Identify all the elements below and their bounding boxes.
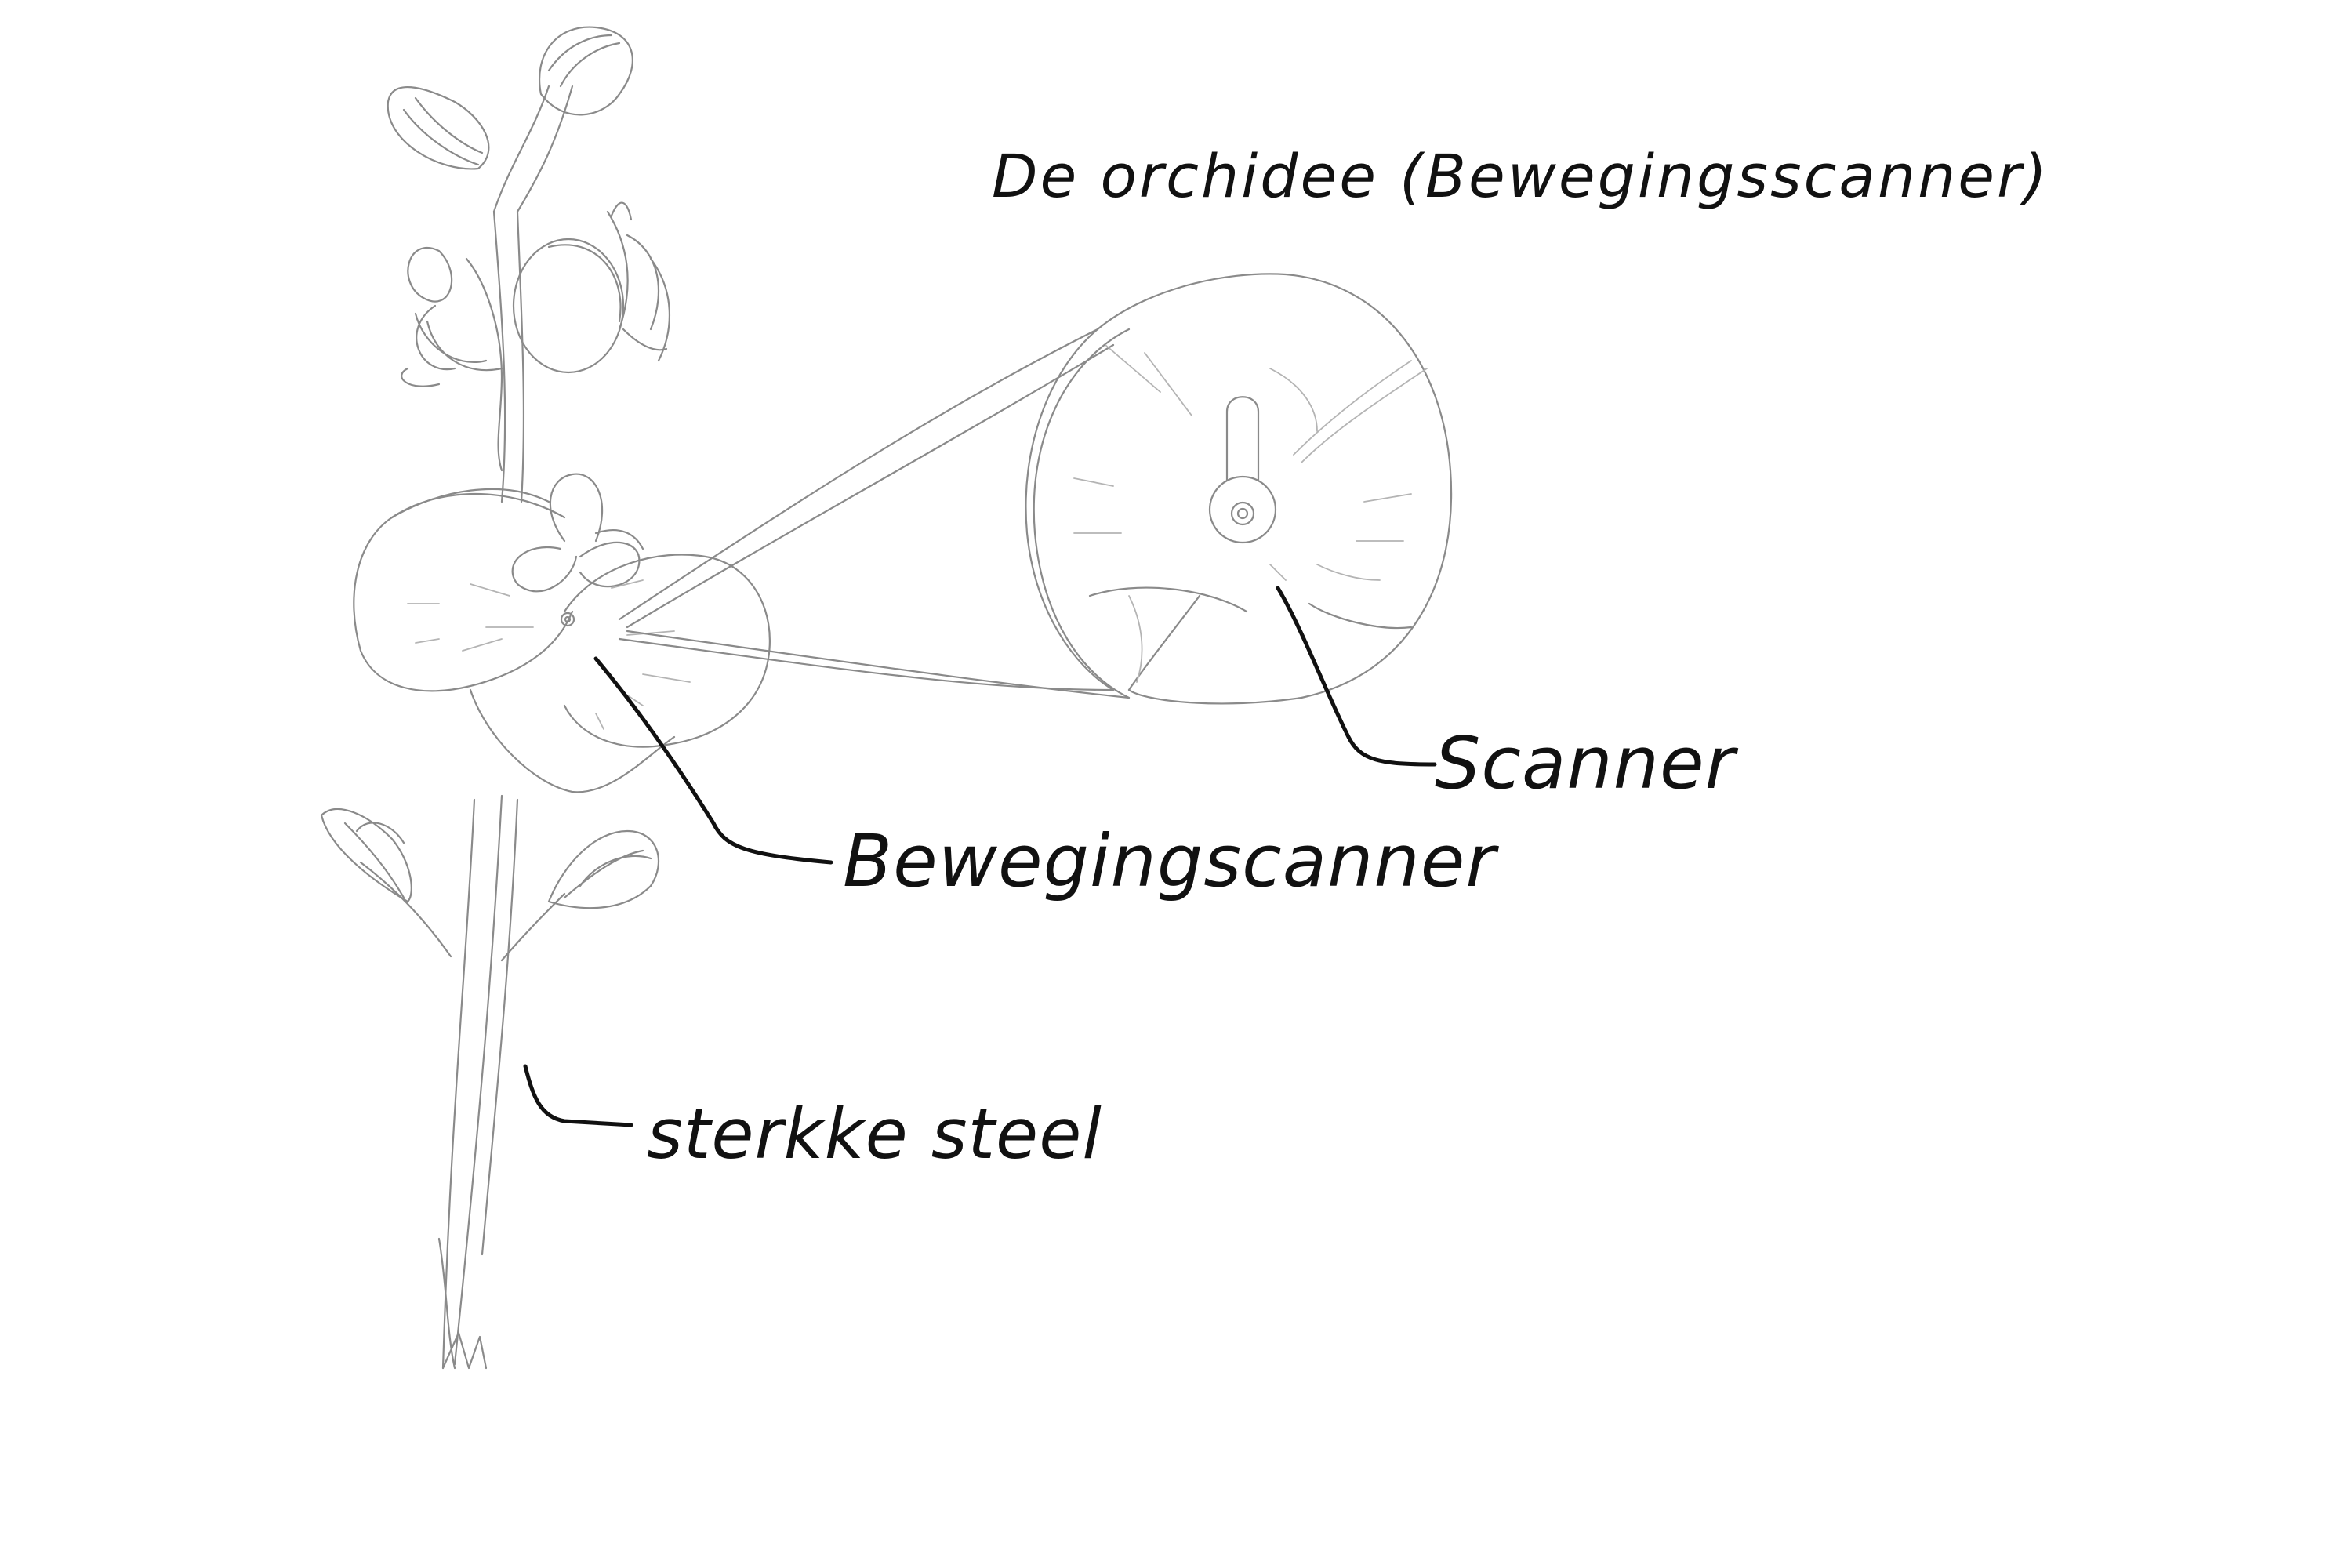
top-bud-left (387, 85, 490, 170)
scanner-lens (1208, 396, 1277, 544)
stem (437, 794, 519, 1370)
scanner-rays (1073, 344, 1428, 683)
top-bud-right (539, 26, 633, 116)
upper-stalk (492, 85, 574, 503)
leader-motion-scanner (593, 656, 833, 865)
main-flower-veins (407, 579, 691, 730)
lower-leaf-left (320, 808, 452, 958)
magnification-cone (618, 328, 1131, 699)
diagram-title: De orchidee (Bewegingsscanner) (992, 141, 2049, 211)
leader-scanner (1276, 586, 1437, 767)
main-flower (353, 473, 771, 793)
scanner-disc (1025, 273, 1453, 705)
label-motion-scanner: Bewegingscanner (843, 819, 1497, 903)
leader-stem (523, 1064, 633, 1127)
label-stem: sterkke steel (647, 1094, 1102, 1174)
upper-flowers (401, 201, 671, 472)
label-scanner: Scanner (1435, 721, 1736, 805)
lower-leaf-right (500, 829, 660, 962)
